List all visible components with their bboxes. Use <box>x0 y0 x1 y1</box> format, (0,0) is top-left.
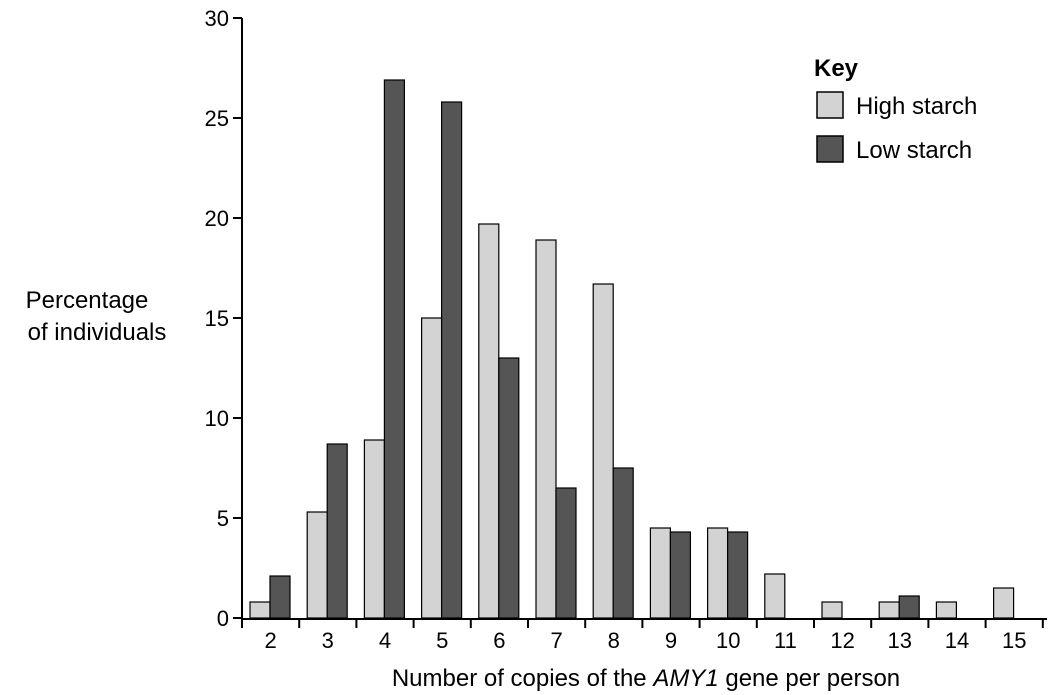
bar-low-starch-8 <box>612 467 634 619</box>
legend-title: Key <box>814 55 859 82</box>
x-tick-label: 9 <box>665 628 677 653</box>
y-tick-label: 20 <box>205 206 229 231</box>
y-ticks-group: 0 5 10 15 20 25 30 <box>205 6 242 631</box>
legend-swatch-high-starch <box>816 91 844 119</box>
x-axis-label-part-1: Number of copies of the <box>392 665 653 692</box>
x-tick-label: 5 <box>436 628 448 653</box>
bar-low-starch-5 <box>441 101 463 619</box>
legend: Key High starch Low starch <box>814 55 977 164</box>
x-axis-label: Number of copies of the AMY1 gene per pe… <box>392 665 900 692</box>
x-tick-label: 15 <box>1002 628 1026 653</box>
bar-low-starch-9 <box>669 531 692 619</box>
bar-high-starch-7 <box>535 239 557 619</box>
bar-high-starch-4 <box>363 439 385 619</box>
bar-high-starch-15 <box>992 587 1015 619</box>
y-tick-label: 10 <box>205 406 229 431</box>
y-axis-label-line-1: Percentage <box>26 287 149 314</box>
bar-high-starch-8 <box>592 283 614 619</box>
x-tick-label: 6 <box>493 628 505 653</box>
bar-high-starch-3 <box>306 511 328 619</box>
bar-high-starch-6 <box>478 223 500 619</box>
x-tick-label: 12 <box>830 628 854 653</box>
x-axis-label-gene-name: AMY1 <box>651 665 718 692</box>
legend-label-low-starch: Low starch <box>856 137 972 164</box>
bar-high-starch-13 <box>878 601 900 619</box>
bar-high-starch-2 <box>249 601 271 619</box>
y-axis-label-line-2: of individuals <box>28 319 167 346</box>
y-tick-label: 30 <box>205 6 229 31</box>
bar-high-starch-9 <box>649 527 672 619</box>
y-tick-label: 0 <box>217 606 229 631</box>
x-tick-label: 4 <box>379 628 391 653</box>
x-tick-label: 14 <box>945 628 969 653</box>
y-tick-label: 25 <box>205 106 229 131</box>
bar-low-starch-10 <box>726 531 749 619</box>
x-tick-label: 8 <box>608 628 620 653</box>
bar-low-starch-3 <box>326 443 348 619</box>
bar-low-starch-7 <box>555 487 577 619</box>
bar-low-starch-6 <box>498 357 520 619</box>
bar-low-starch-2 <box>269 575 291 619</box>
x-tick-label: 11 <box>774 628 797 653</box>
bar-low-starch-4 <box>383 79 405 619</box>
x-tick-label: 10 <box>716 628 740 653</box>
legend-label-high-starch: High starch <box>856 93 977 120</box>
x-tick-label: 3 <box>322 628 334 653</box>
bar-high-starch-10 <box>706 527 729 619</box>
x-axis-label-part-2: gene per person <box>719 665 900 692</box>
bar-high-starch-5 <box>421 317 443 619</box>
bar-high-starch-14 <box>935 601 958 619</box>
x-tick-label: 2 <box>264 628 276 653</box>
bar-low-starch-13 <box>898 595 920 619</box>
x-tick-label: 13 <box>888 628 912 653</box>
bar-high-starch-12 <box>821 601 843 619</box>
bars-group <box>249 79 1015 619</box>
x-tick-label: 7 <box>550 628 562 653</box>
y-tick-label: 15 <box>205 306 229 331</box>
bar-high-starch-11 <box>764 573 786 619</box>
y-tick-label: 5 <box>217 506 229 531</box>
x-ticks-group: 2 3 4 5 6 7 8 9 10 11 12 13 14 15 <box>241 619 1044 653</box>
legend-swatch-low-starch <box>816 135 844 163</box>
